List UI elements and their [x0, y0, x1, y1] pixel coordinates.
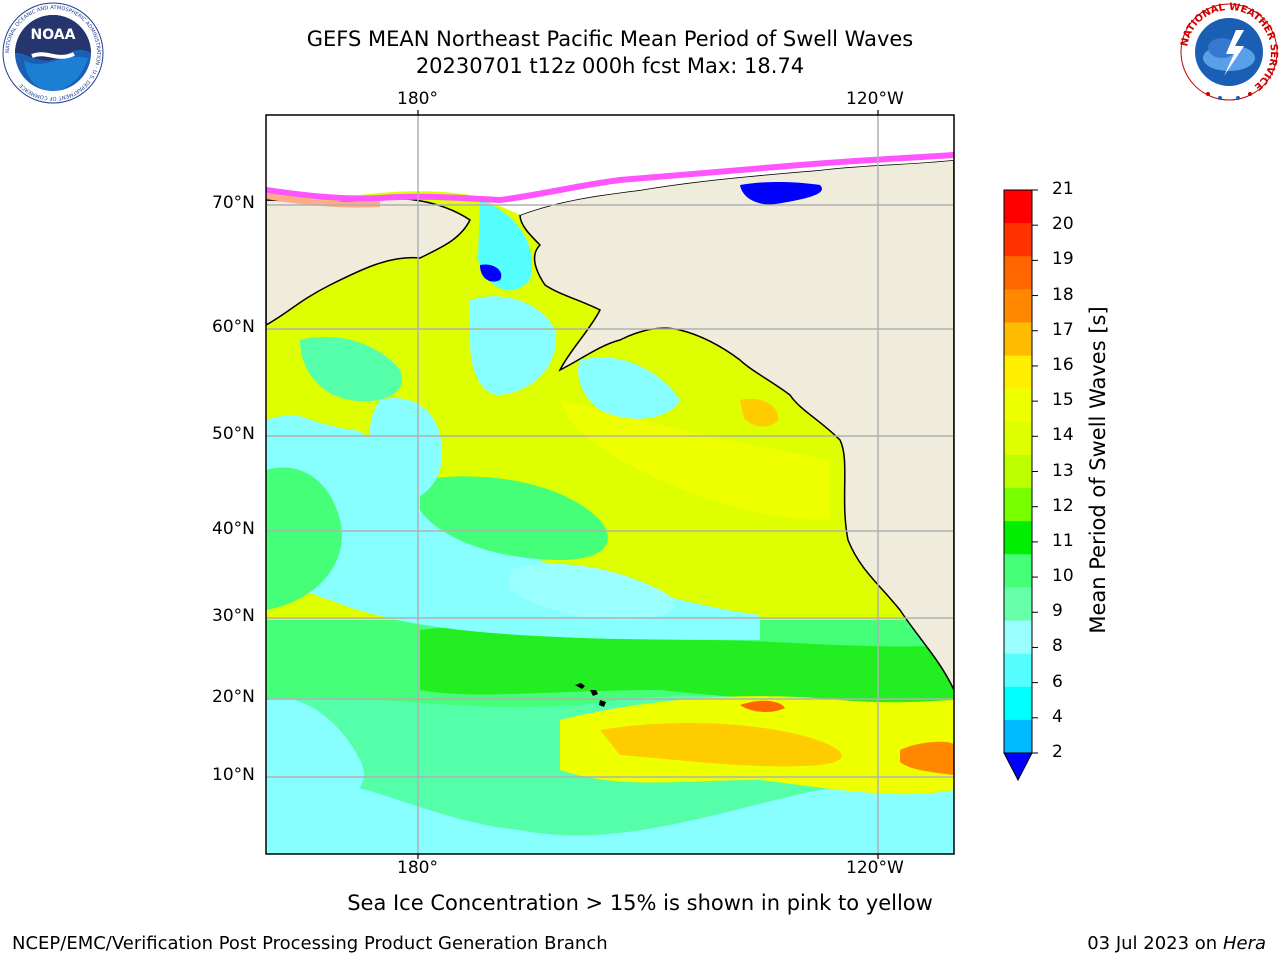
swell-patch-lightcyan [510, 563, 675, 621]
colorbar-tick-label: 18 [1052, 284, 1074, 305]
top-lon-label-120w: 120°W [846, 89, 904, 109]
map-field [266, 115, 954, 854]
colorbar-swatch [1004, 289, 1032, 323]
map-frame [265, 114, 955, 855]
colorbar-swatch [1004, 388, 1032, 423]
colorbar-extend-arrow [1003, 752, 1033, 782]
graticule [266, 115, 954, 854]
colorbar-tick-label: 14 [1052, 425, 1074, 446]
colorbar-swatch [1004, 454, 1032, 489]
colorbar-swatch [1004, 421, 1032, 456]
footer-credit: NCEP/EMC/Verification Post Processing Pr… [12, 933, 608, 954]
arctic-white [266, 115, 954, 215]
svg-text:NOAA: NOAA [31, 27, 76, 43]
chart-subtitle: 20230701 t12z 000h fcst Max: 18.74 [415, 54, 805, 78]
colorbar-tick-label: 15 [1052, 390, 1074, 411]
colorbar-title: Mean Period of Swell Waves [s] [1086, 306, 1110, 634]
colorbar-swatch [1004, 190, 1032, 224]
colorbar-tick-label: 19 [1052, 249, 1074, 270]
colorbar-tick-label: 2 [1052, 742, 1063, 762]
swell-patch-green-center [420, 476, 608, 560]
nws-logo: NATIONAL WEATHER SERVICE [1178, 2, 1280, 106]
swell-patch-green-west [266, 467, 342, 610]
sea-ice-edge-magenta [266, 152, 954, 204]
footer-date: 03 Jul 2023 on Hera [1087, 933, 1266, 954]
swell-patch-darkorange [900, 741, 954, 775]
lat-label-10n: 10°N [212, 765, 255, 785]
lat-label-60n: 60°N [212, 317, 255, 337]
land-siberia [266, 197, 471, 326]
colorbar-swatch [1004, 355, 1032, 390]
colorbar-tick-label: 12 [1052, 495, 1074, 516]
colorbar-swatch [1004, 322, 1032, 357]
chart-title: GEFS MEAN Northeast Pacific Mean Period … [306, 27, 914, 51]
colorbar-swatch [1004, 719, 1032, 754]
colorbar-tick-label: 4 [1052, 706, 1063, 727]
sea-ice-note: Sea Ice Concentration > 15% is shown in … [347, 891, 933, 915]
colorbar-tick-label: 8 [1052, 636, 1063, 657]
bottom-lon-label-120w: 120°W [846, 858, 904, 878]
swell-patch-red [740, 700, 785, 712]
swell-patch-blue-chukchi [480, 264, 502, 282]
colorbar-swatch [1004, 521, 1032, 555]
colorbar-swatch [1004, 587, 1032, 622]
colorbar-tick-label: 10 [1052, 566, 1074, 587]
lat-label-30n: 30°N [212, 606, 255, 626]
colorbar-tick-label: 13 [1052, 460, 1074, 481]
swell-patch-green-bering [300, 336, 402, 402]
colorbar-frame [1003, 189, 1033, 754]
colorbar-tick-label: 11 [1052, 530, 1074, 551]
swell-patch-west-cyan [266, 698, 364, 820]
colorbar-swatch [1004, 653, 1032, 688]
colorbar-swatch [1004, 256, 1032, 290]
swell-patch-cyan-aleutian [368, 398, 442, 501]
colorbar-swatch [1004, 554, 1032, 588]
lat-label-50n: 50°N [212, 424, 255, 444]
lat-label-40n: 40°N [212, 519, 255, 539]
colorbar-swatch [1004, 223, 1032, 257]
colorbar-swatch [1004, 488, 1032, 522]
colorbar-tick-label: 20 [1052, 214, 1074, 235]
colorbar-swatch [1004, 620, 1032, 655]
swell-band-green-dark [420, 627, 954, 705]
colorbar-tick-label: 21 [1052, 179, 1074, 199]
lat-label-70n: 70°N [212, 193, 255, 213]
swell-patch-cyan-bering [470, 296, 556, 395]
land-hawaii [575, 683, 606, 707]
swell-patch-orange-ne [740, 398, 779, 427]
swell-patch-blue-beaufort [740, 181, 822, 205]
bottom-lon-label-180: 180° [397, 858, 438, 878]
colorbar-tick-label: 6 [1052, 671, 1063, 692]
swell-patch-cyan-gulf [578, 357, 680, 419]
swell-band-cyan-south [266, 778, 954, 854]
map-ticks [417, 110, 879, 859]
swell-patch-orange-tropic [600, 723, 842, 767]
colorbar-tick-label: 17 [1052, 319, 1074, 340]
colorbar [1003, 189, 1038, 782]
colorbar-swatch [1004, 686, 1032, 721]
footer-machine: Hera [1222, 933, 1266, 954]
swell-band-yellow-ne [560, 400, 830, 520]
lat-label-20n: 20°N [212, 687, 255, 707]
colorbar-tick-label: 16 [1052, 354, 1074, 375]
colorbar-tick-label: 9 [1052, 601, 1063, 622]
top-lon-label-180: 180° [397, 89, 438, 109]
footer-date-text: 03 Jul 2023 on [1087, 933, 1223, 954]
noaa-logo: NOAA NATIONAL OCEANIC AND ATMOSPHERIC AD… [2, 2, 104, 108]
